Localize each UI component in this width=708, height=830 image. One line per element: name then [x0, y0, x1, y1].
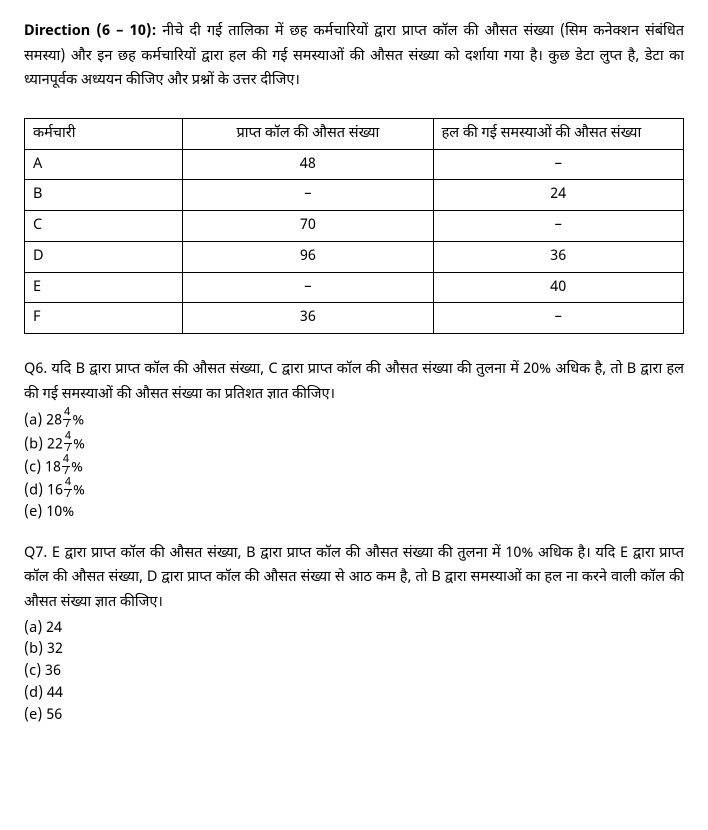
q6-option-e: (e) 10% — [24, 502, 684, 524]
q6-text: Q6. यदि B द्वारा प्राप्त कॉल की औसत संख्… — [24, 358, 684, 407]
cell-calls: 96 — [183, 241, 433, 272]
fraction: 47 — [63, 408, 71, 431]
opt-post: % — [73, 481, 85, 500]
cell-solved: 24 — [433, 180, 683, 211]
fraction: 47 — [64, 432, 72, 455]
q7-option-d: (d) 44 — [24, 683, 684, 705]
q6-option-c: (c) 1847% — [24, 456, 684, 479]
cell-solved: – — [433, 211, 683, 242]
cell-emp: C — [25, 211, 183, 242]
question-6: Q6. यदि B द्वारा प्राप्त कॉल की औसत संख्… — [24, 358, 684, 524]
q7-option-e: (e) 56 — [24, 705, 684, 727]
opt-post: % — [73, 435, 85, 454]
header-employee: कर्मचारी — [25, 118, 183, 149]
fraction: 47 — [62, 455, 70, 478]
cell-solved: – — [433, 303, 683, 334]
cell-emp: B — [25, 180, 183, 211]
opt-pre: (b) 22 — [24, 435, 63, 454]
cell-solved: – — [433, 149, 683, 180]
frac-den: 7 — [64, 490, 72, 501]
q6-option-b: (b) 2247% — [24, 433, 684, 456]
cell-calls: – — [183, 180, 433, 211]
opt-pre: (a) 28 — [24, 412, 62, 431]
opt-pre: (c) 18 — [24, 458, 61, 477]
data-table: कर्मचारी प्राप्त कॉल की औसत संख्या हल की… — [24, 118, 684, 334]
q7-option-b: (b) 32 — [24, 639, 684, 661]
header-solved: हल की गई समस्याओं की औसत संख्या — [433, 118, 683, 149]
cell-calls: 36 — [183, 303, 433, 334]
cell-emp: D — [25, 241, 183, 272]
cell-solved: 36 — [433, 241, 683, 272]
header-calls: प्राप्त कॉल की औसत संख्या — [183, 118, 433, 149]
fraction: 47 — [64, 478, 72, 501]
table-row: F 36 – — [25, 303, 684, 334]
cell-emp: F — [25, 303, 183, 334]
cell-emp: A — [25, 149, 183, 180]
opt-pre: (d) 16 — [24, 481, 63, 500]
question-7: Q7. E द्वारा प्राप्त कॉल की औसत संख्या, … — [24, 542, 684, 727]
direction-label: Direction (6 – 10): — [24, 22, 162, 41]
opt-post: % — [72, 412, 84, 431]
opt-post: % — [71, 458, 83, 477]
cell-calls: 48 — [183, 149, 433, 180]
table-header-row: कर्मचारी प्राप्त कॉल की औसत संख्या हल की… — [25, 118, 684, 149]
table-row: C 70 – — [25, 211, 684, 242]
q7-option-a: (a) 24 — [24, 618, 684, 640]
q6-option-a: (a) 2847% — [24, 409, 684, 432]
cell-solved: 40 — [433, 272, 683, 303]
cell-calls: 70 — [183, 211, 433, 242]
cell-calls: – — [183, 272, 433, 303]
q7-text: Q7. E द्वारा प्राप्त कॉल की औसत संख्या, … — [24, 542, 684, 616]
table-row: E – 40 — [25, 272, 684, 303]
cell-emp: E — [25, 272, 183, 303]
direction-block: Direction (6 – 10): नीचे दी गई तालिका मे… — [24, 20, 684, 94]
table-row: A 48 – — [25, 149, 684, 180]
table-row: D 96 36 — [25, 241, 684, 272]
q7-option-c: (c) 36 — [24, 661, 684, 683]
q6-option-d: (d) 1647% — [24, 479, 684, 502]
table-row: B – 24 — [25, 180, 684, 211]
